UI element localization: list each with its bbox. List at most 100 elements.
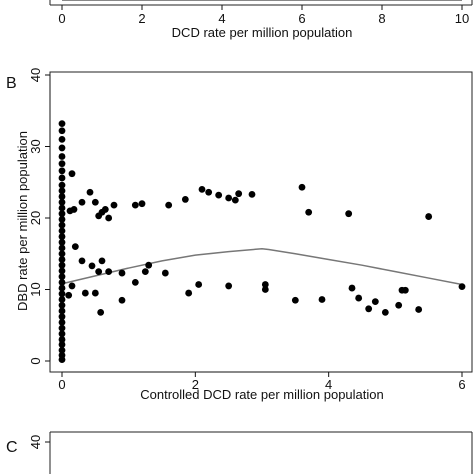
scatter-point [248, 191, 256, 198]
scatter-point [298, 183, 306, 191]
scatter-point [261, 281, 269, 288]
scatter-point [58, 167, 66, 175]
panel-a-tick-label-10: 10 [455, 11, 469, 26]
scatter-point [58, 250, 66, 258]
scatter-point [185, 289, 193, 297]
panel-b-y-tick-label: 40 [28, 68, 43, 82]
scatter-point [86, 188, 94, 196]
scatter-point [395, 301, 403, 309]
scatter-point [58, 187, 66, 195]
scatter-point [235, 190, 243, 198]
panel-b-x-tick-label: 6 [458, 377, 465, 392]
scatter-point [365, 305, 373, 313]
panel-b-points [58, 120, 466, 363]
panel-b-frame [49, 71, 473, 373]
scatter-point [58, 296, 66, 303]
scatter-point [58, 204, 66, 212]
scatter-point [131, 201, 139, 209]
panel-b-label: B [6, 75, 17, 92]
scatter-point [58, 351, 66, 359]
panel-b-x-axis-label: Controlled DCD rate per million populati… [140, 387, 384, 402]
scatter-point [58, 244, 66, 252]
scatter-point [205, 188, 213, 196]
scatter-point [97, 308, 105, 316]
panel-a-tick-label-8: 8 [378, 11, 385, 26]
panel-c-y-tick-label-40: 40 [28, 435, 43, 449]
scatter-point [215, 191, 223, 199]
scatter-point [98, 257, 106, 265]
scatter-point [58, 181, 66, 189]
scatter-point [225, 282, 233, 290]
scatter-point [58, 135, 66, 143]
scatter-point [58, 290, 66, 298]
scatter-point [58, 174, 66, 182]
scatter-point [261, 286, 269, 293]
scatter-point [58, 198, 66, 206]
panel-a: 0 2 4 6 8 10 DCD rate per million popula… [49, 0, 473, 40]
panel-a-x-axis-label: DCD rate per million population [172, 25, 353, 40]
panel-b-x-tick-label: 2 [192, 377, 199, 392]
panel-c-label: C [6, 439, 18, 456]
scatter-point [58, 330, 66, 338]
panel-b-y-ticks: 0 10 20 30 40 [28, 68, 50, 365]
scatter-point [291, 296, 299, 304]
scatter-point [181, 196, 189, 203]
scatter-point [101, 206, 109, 213]
panel-b-y-axis-label: DBD rate per million population [15, 131, 30, 311]
scatter-point [305, 208, 313, 216]
scatter-point [195, 281, 203, 288]
scatter-point [91, 198, 99, 206]
panel-b-x-tick-label: 0 [58, 377, 65, 392]
panel-b-fit-line [61, 247, 463, 286]
scatter-point [138, 200, 146, 208]
scatter-point [58, 273, 66, 281]
panel-a-tick-label-2: 2 [138, 11, 145, 26]
scatter-point [95, 268, 103, 276]
scatter-point [58, 144, 66, 152]
scatter-point [58, 267, 66, 275]
scatter-point [345, 210, 353, 218]
scatter-point [58, 284, 66, 292]
scatter-point [348, 284, 356, 292]
scatter-point [58, 233, 66, 240]
scatter-point [458, 283, 466, 291]
scatter-point [118, 269, 126, 277]
scatter-point [225, 194, 233, 202]
scatter-point [105, 214, 113, 222]
scatter-point [58, 318, 66, 326]
panel-b-y-tick-label: 0 [28, 357, 43, 364]
scatter-point [118, 296, 126, 304]
scatter-point [110, 201, 118, 209]
scatter-point [141, 268, 149, 276]
scatter-point [58, 238, 66, 246]
scatter-point [91, 289, 99, 297]
panel-b-x-ticks: 0 2 4 6 [58, 372, 466, 392]
scatter-point [318, 296, 326, 303]
scatter-point [131, 278, 139, 286]
scatter-point [58, 153, 66, 160]
panel-b: B 0 10 20 30 40 0 2 4 6 Controlled DCD rate per… [6, 68, 473, 402]
scatter-point [58, 341, 66, 348]
scatter-point [58, 278, 66, 286]
scatter-point [58, 324, 66, 332]
scatter-point [58, 346, 66, 354]
scatter-point [58, 313, 66, 321]
scatter-point [231, 196, 239, 204]
panel-b-y-tick-label: 20 [28, 211, 43, 225]
panel-c: C 40 [6, 431, 473, 474]
scatter-point [415, 306, 423, 313]
scatter-point [58, 256, 66, 263]
scatter-point [58, 301, 66, 309]
scatter-point [78, 257, 86, 265]
scatter-point [71, 243, 79, 251]
scatter-point [58, 261, 66, 269]
scatter-point [145, 261, 153, 269]
scatter-point [58, 193, 66, 200]
scatter-point [58, 120, 66, 128]
scatter-point [58, 160, 66, 168]
scatter-point [58, 227, 66, 235]
panel-b-y-tick-label: 30 [28, 139, 43, 153]
scatter-point [68, 282, 76, 290]
scatter-point [58, 221, 66, 229]
scatter-point [401, 286, 409, 294]
